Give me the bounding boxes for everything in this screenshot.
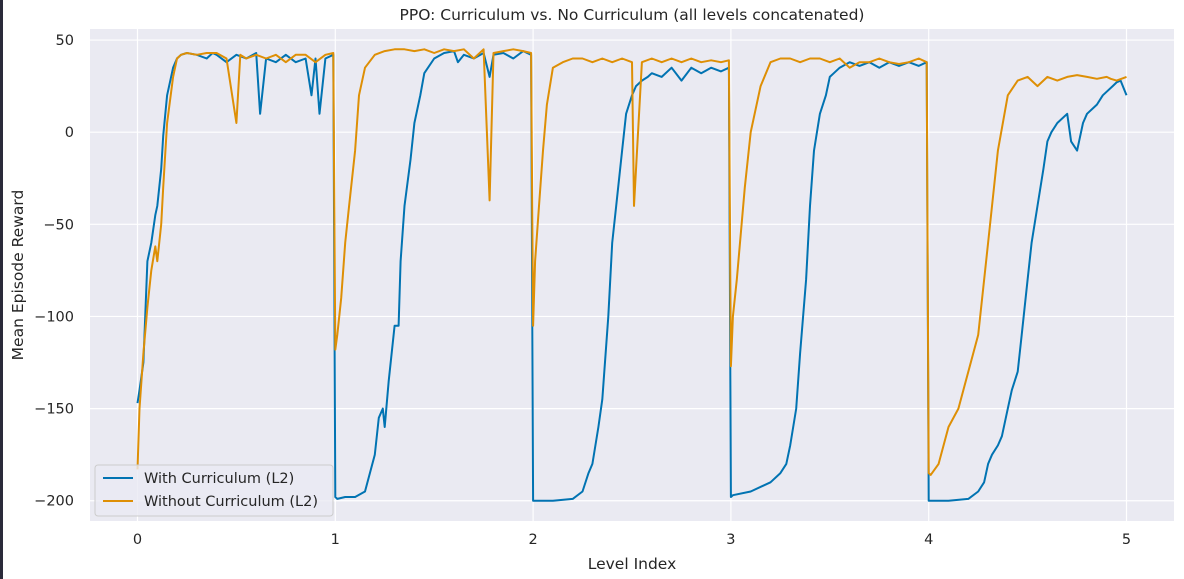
x-tick-label: 1 bbox=[331, 532, 340, 548]
y-tick-label: −200 bbox=[34, 494, 74, 510]
y-tick-label: 50 bbox=[56, 33, 74, 49]
legend-label-with-curriculum: With Curriculum (L2) bbox=[144, 471, 294, 487]
x-tick-label: 3 bbox=[726, 532, 735, 548]
x-tick-label: 4 bbox=[924, 532, 933, 548]
series-lines bbox=[136, 48, 1128, 502]
legend: With Curriculum (L2) Without Curriculum … bbox=[94, 464, 334, 517]
window-edge bbox=[0, 0, 3, 579]
legend-box bbox=[94, 464, 334, 517]
x-tick-label: 5 bbox=[1122, 532, 1131, 548]
x-tick-labels: 0 1 2 3 4 5 bbox=[133, 532, 1131, 548]
y-tick-label: −150 bbox=[34, 402, 74, 418]
y-tick-label: 0 bbox=[65, 125, 74, 141]
chart-title: PPO: Curriculum vs. No Curriculum (all l… bbox=[400, 6, 865, 24]
x-tick-label: 0 bbox=[133, 532, 142, 548]
legend-label-without-curriculum: Without Curriculum (L2) bbox=[144, 494, 318, 510]
x-axis-label: Level Index bbox=[588, 555, 677, 573]
series-line-with-curriculum bbox=[136, 50, 1128, 502]
y-tick-labels: 50 0 −50 −100 −150 −200 bbox=[34, 33, 74, 510]
y-tick-label: −50 bbox=[43, 217, 74, 233]
y-axis-label: Mean Episode Reward bbox=[9, 190, 27, 361]
series-line-without-curriculum bbox=[136, 48, 1127, 476]
y-tick-label: −100 bbox=[34, 309, 74, 325]
x-tick-label: 2 bbox=[528, 532, 537, 548]
